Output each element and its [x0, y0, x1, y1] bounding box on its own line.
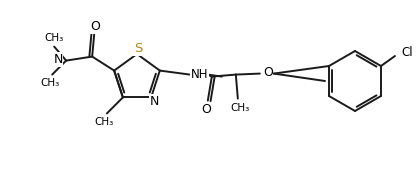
Text: O: O — [90, 20, 100, 33]
Text: N: N — [149, 95, 159, 108]
Text: CH₃: CH₃ — [40, 78, 60, 88]
Text: N: N — [54, 53, 63, 66]
Text: CH₃: CH₃ — [230, 103, 250, 113]
Text: CH₃: CH₃ — [45, 33, 64, 43]
Text: O: O — [263, 66, 273, 79]
Text: S: S — [134, 42, 142, 55]
Text: NH: NH — [191, 68, 208, 81]
Text: Cl: Cl — [401, 45, 413, 58]
Text: CH₃: CH₃ — [94, 117, 114, 127]
Text: O: O — [201, 103, 211, 116]
